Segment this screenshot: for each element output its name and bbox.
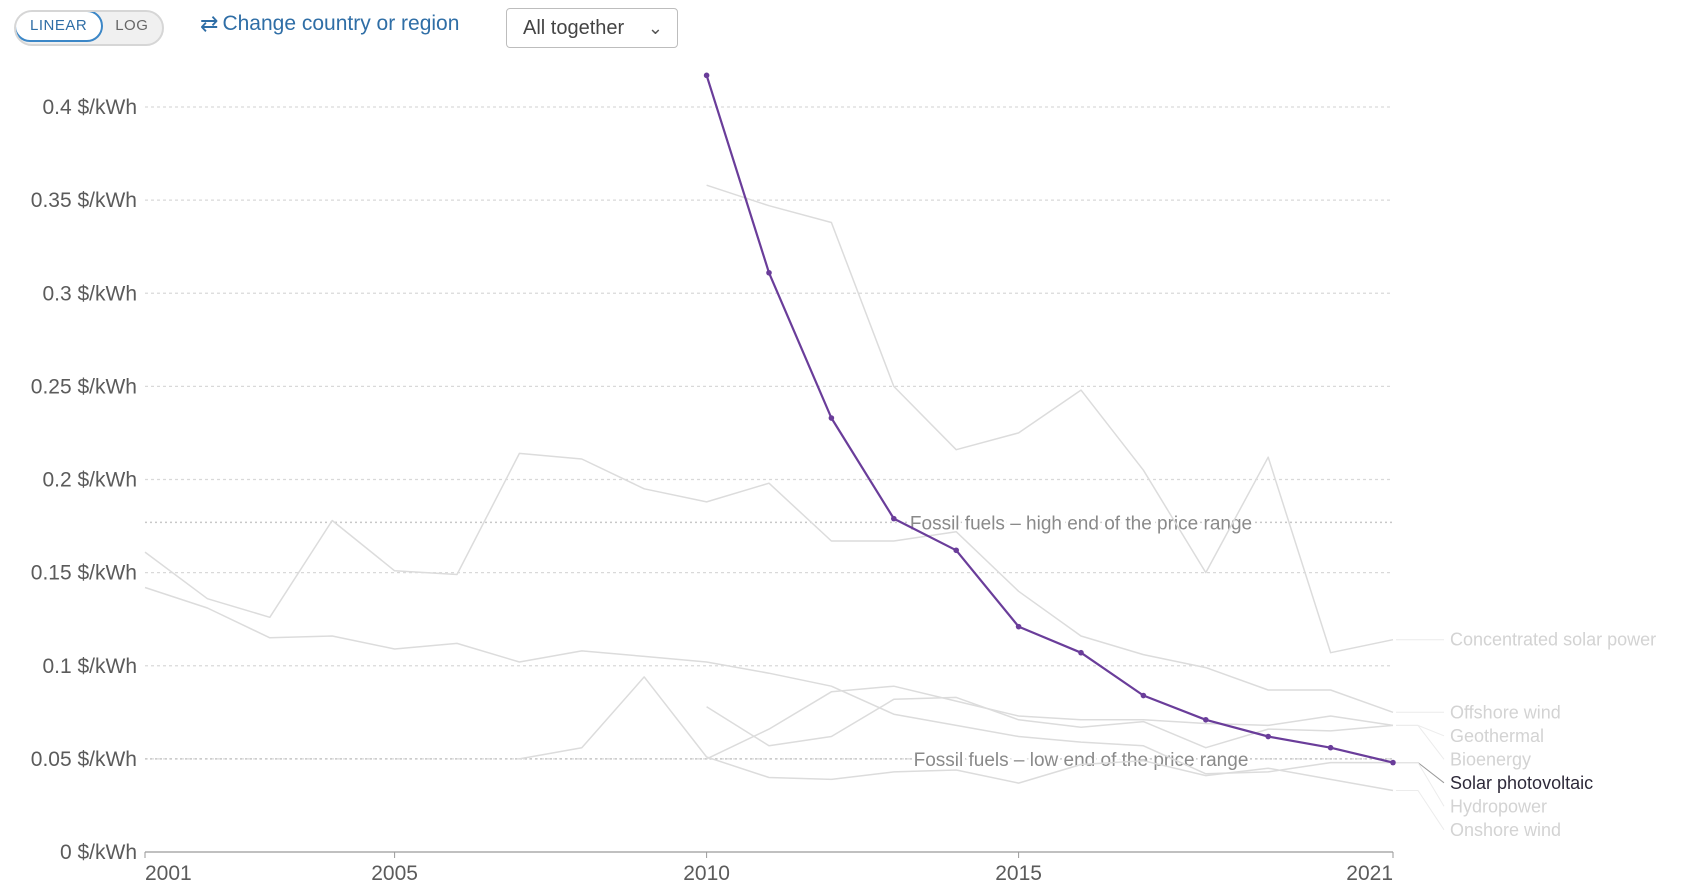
y-tick-label: 0.3 $/kWh	[42, 282, 137, 305]
series-line	[706, 184, 1394, 654]
series-line	[705, 74, 1394, 764]
series-point	[953, 547, 959, 554]
y-tick-label: 0.2 $/kWh	[42, 469, 137, 492]
series-label-connector	[1396, 724, 1445, 760]
x-tick-label: 2001	[145, 862, 192, 885]
series-line	[706, 685, 1394, 760]
series-point	[1327, 744, 1334, 751]
series-point	[703, 72, 710, 79]
y-tick-label: 0.4 $/kWh	[42, 96, 137, 119]
series-point	[1265, 733, 1271, 740]
series-end-label: Bioenergy	[1450, 749, 1531, 769]
change-country-button[interactable]: ⇄ Change country or region	[200, 12, 459, 36]
scale-toggle: LINEAR LOG	[14, 10, 165, 46]
x-tick-label: 2005	[371, 862, 418, 885]
series-end-label: Geothermal	[1450, 726, 1544, 746]
series-end-label: Solar photovoltaic	[1450, 773, 1593, 793]
series-label-connector	[1396, 762, 1445, 807]
y-tick-label: 0.05 $/kWh	[31, 748, 137, 771]
series-line	[144, 586, 1393, 775]
x-tick-label: 2010	[683, 862, 730, 885]
y-tick-label: 0.1 $/kWh	[42, 655, 137, 678]
series-point	[1140, 692, 1147, 699]
series-line	[519, 676, 1394, 792]
y-tick-label: 0 $/kWh	[60, 841, 137, 864]
facet-select-value: All together	[523, 16, 625, 39]
series-point	[1015, 623, 1022, 630]
swap-arrows-icon: ⇄	[200, 11, 219, 36]
scale-log-button[interactable]: LOG	[115, 17, 149, 34]
chevron-down-icon: ⌄	[647, 17, 663, 38]
scale-linear-button[interactable]: LINEAR	[16, 12, 104, 42]
series-point	[766, 269, 772, 276]
series-point	[1078, 649, 1084, 656]
series-end-label: Onshore wind	[1450, 820, 1561, 840]
facet-select[interactable]: All together ⌄	[506, 8, 678, 48]
reference-line-label: Fossil fuels – low end of the price rang…	[914, 750, 1249, 771]
series-point	[891, 515, 897, 522]
series-end-label: Hydropower	[1450, 796, 1547, 816]
series-point	[1390, 759, 1396, 766]
series-end-label: Offshore wind	[1450, 702, 1561, 722]
series-label-connector	[1396, 724, 1445, 737]
y-tick-label: 0.25 $/kWh	[31, 375, 137, 398]
x-tick-label: 2015	[995, 862, 1042, 885]
series-label-connector	[1396, 790, 1445, 831]
change-country-label: Change country or region	[222, 12, 460, 35]
series-line	[706, 696, 1394, 749]
reference-line-label: Fossil fuels – high end of the price ran…	[910, 513, 1252, 534]
x-tick-label: 2021	[1346, 862, 1393, 885]
series-end-label: Concentrated solar power	[1450, 630, 1656, 650]
y-tick-label: 0.35 $/kWh	[31, 189, 137, 212]
series-point	[828, 415, 835, 421]
series-point	[1203, 716, 1209, 723]
series-line	[144, 452, 1394, 714]
y-tick-label: 0.15 $/kWh	[31, 562, 137, 585]
